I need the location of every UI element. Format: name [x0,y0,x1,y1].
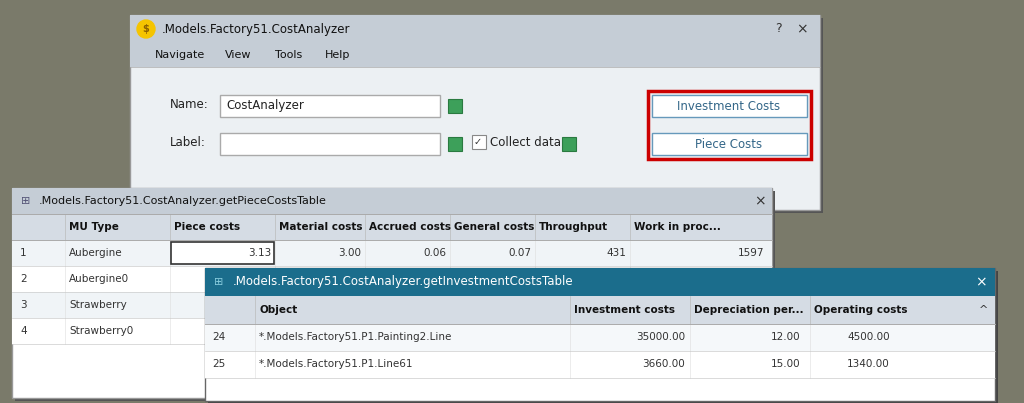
FancyBboxPatch shape [133,18,823,213]
Text: View: View [225,50,252,60]
Text: Name:: Name: [170,98,209,112]
FancyBboxPatch shape [472,135,486,149]
FancyBboxPatch shape [562,137,575,151]
Text: Aubergine: Aubergine [69,248,123,258]
Text: 3660.00: 3660.00 [642,359,685,369]
Text: Aubergine0: Aubergine0 [69,274,129,284]
Text: .Models.Factory51.CostAnalyzer.getPieceCostsTable: .Models.Factory51.CostAnalyzer.getPieceC… [39,196,327,206]
FancyBboxPatch shape [12,292,772,318]
Text: Material costs: Material costs [279,222,362,232]
FancyBboxPatch shape [12,214,772,240]
Text: Collect data: Collect data [490,137,561,150]
FancyBboxPatch shape [449,99,462,113]
FancyBboxPatch shape [220,133,440,155]
Text: General costs: General costs [454,222,535,232]
Text: 15.00: 15.00 [770,359,800,369]
FancyBboxPatch shape [130,15,820,43]
FancyBboxPatch shape [220,95,440,117]
Text: 3: 3 [20,300,27,310]
FancyBboxPatch shape [130,43,820,67]
Text: ⊞: ⊞ [214,277,223,287]
Text: ⊞: ⊞ [22,196,31,206]
Text: $: $ [142,24,150,34]
FancyBboxPatch shape [12,318,772,344]
Text: 3.13: 3.13 [248,248,271,258]
FancyBboxPatch shape [205,324,995,351]
Text: 1340.00: 1340.00 [847,359,890,369]
FancyBboxPatch shape [15,191,775,401]
FancyBboxPatch shape [12,188,772,398]
Text: .Models.Factory51.CostAnalyzer.getInvestmentCostsTable: .Models.Factory51.CostAnalyzer.getInvest… [233,276,573,289]
Text: 24: 24 [212,332,225,342]
Text: ×: × [755,194,766,208]
Text: Object: Object [259,305,297,315]
FancyBboxPatch shape [171,242,274,264]
Circle shape [137,20,155,38]
Text: Strawberry0: Strawberry0 [69,326,133,336]
Text: .Models.Factory51.CostAnalyzer: .Models.Factory51.CostAnalyzer [162,23,350,35]
Text: Piece Costs: Piece Costs [695,137,763,150]
Text: 3.00: 3.00 [338,248,361,258]
Text: 2: 2 [20,274,27,284]
Text: Piece costs: Piece costs [174,222,240,232]
FancyBboxPatch shape [130,15,820,210]
Text: 0.06: 0.06 [423,248,446,258]
Text: Label:: Label: [170,137,206,150]
Text: ✓: ✓ [472,138,480,148]
Text: ×: × [975,275,987,289]
Text: 25: 25 [212,359,225,369]
Text: 1: 1 [20,248,27,258]
Text: 431: 431 [606,248,626,258]
Text: Investment Costs: Investment Costs [678,100,780,112]
FancyBboxPatch shape [205,268,995,296]
Text: 12.00: 12.00 [770,332,800,342]
Text: Navigate: Navigate [155,50,205,60]
Text: *.Models.Factory51.P1.Line61: *.Models.Factory51.P1.Line61 [259,359,414,369]
Text: 0.07: 0.07 [508,248,531,258]
Text: Throughput: Throughput [539,222,608,232]
Text: Depreciation per...: Depreciation per... [694,305,804,315]
Text: Investment costs: Investment costs [574,305,675,315]
Text: *.Models.Factory51.P1.Painting2.Line: *.Models.Factory51.P1.Painting2.Line [259,332,453,342]
Text: 35000.00: 35000.00 [636,332,685,342]
FancyBboxPatch shape [205,296,995,324]
Text: Operating costs: Operating costs [814,305,907,315]
Text: 1597: 1597 [737,248,764,258]
FancyBboxPatch shape [12,266,772,292]
Text: Work in proc...: Work in proc... [634,222,721,232]
FancyBboxPatch shape [205,268,995,401]
FancyBboxPatch shape [208,271,998,403]
Text: Strawberry: Strawberry [69,300,127,310]
Text: Help: Help [325,50,350,60]
FancyBboxPatch shape [652,133,807,155]
FancyBboxPatch shape [205,351,995,378]
Text: Accrued costs: Accrued costs [369,222,451,232]
Text: Tools: Tools [275,50,302,60]
Text: MU Type: MU Type [69,222,119,232]
Text: ×: × [797,22,808,36]
Text: CostAnalyzer: CostAnalyzer [226,100,304,112]
Text: 4500.00: 4500.00 [848,332,890,342]
FancyBboxPatch shape [12,240,772,266]
Text: ?: ? [775,23,781,35]
FancyBboxPatch shape [652,95,807,117]
Text: 4: 4 [20,326,27,336]
Text: ✓: ✓ [474,137,482,147]
FancyBboxPatch shape [12,188,772,214]
Text: ^: ^ [978,305,988,315]
FancyBboxPatch shape [449,137,462,151]
